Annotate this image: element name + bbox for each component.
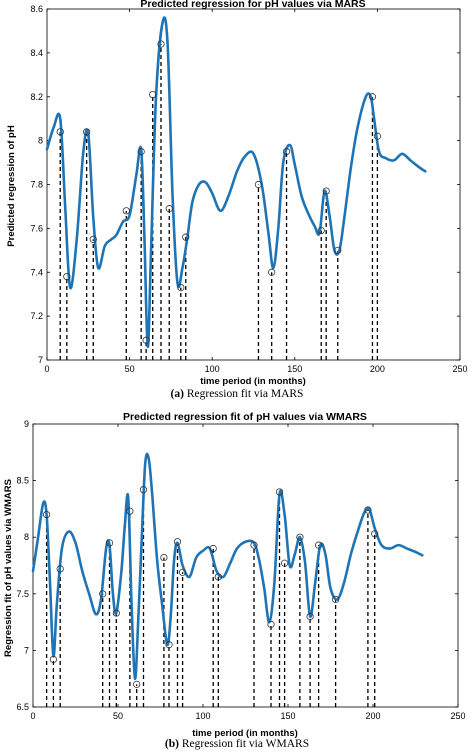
chart-panel-b: Predicted regression fit of pH values vi… <box>3 411 466 739</box>
caption-text: Regression fit via MARS <box>183 388 304 400</box>
x-tick-label: 150 <box>280 711 295 721</box>
knot-marker <box>157 40 165 48</box>
y-tick-label: 6.5 <box>16 702 29 712</box>
caption-b: (b) Regression fit via WMARS <box>0 738 474 750</box>
y-tick-label: 8.6 <box>30 4 43 14</box>
knot-marker <box>371 530 379 538</box>
y-tick-label: 8.5 <box>16 476 29 486</box>
chart-title: Predicted regression for pH values via M… <box>140 0 365 10</box>
x-tick-label: 100 <box>205 364 220 374</box>
x-tick-label: 100 <box>195 711 210 721</box>
knot-marker <box>133 680 141 688</box>
knot-marker <box>250 541 258 549</box>
y-tick-label: 7.6 <box>30 223 43 233</box>
y-tick-label: 8 <box>24 532 29 542</box>
knot-marker <box>173 538 182 546</box>
knot-marker <box>165 205 173 213</box>
knot-marker <box>112 609 120 617</box>
y-tick-label: 7.8 <box>30 180 43 190</box>
y-tick-label: 9 <box>24 419 29 429</box>
knot-marker <box>280 559 289 567</box>
knot-marker <box>42 510 51 519</box>
chart-panel-a: Predicted regression for pH values via M… <box>6 0 468 387</box>
x-axis-label: time period (in months) <box>192 728 298 739</box>
x-tick-label: 200 <box>370 364 385 374</box>
knot-marker <box>373 132 381 140</box>
knot-marker <box>368 93 377 101</box>
knot-marker <box>177 284 185 292</box>
x-axis-label: time period (in months) <box>200 376 306 387</box>
x-tick-label: 150 <box>287 364 302 374</box>
x-tick-label: 0 <box>44 364 49 374</box>
knot-marker <box>331 595 340 604</box>
x-tick-label: 0 <box>30 711 35 721</box>
axes-frame <box>46 8 461 361</box>
caption-tag: (b) <box>164 738 179 750</box>
knot-marker <box>105 539 114 547</box>
knot-marker <box>56 128 64 136</box>
chart-title: Predicted regression fit of pH values vi… <box>123 411 367 423</box>
knot-marker <box>142 336 150 344</box>
knot-marker <box>296 533 304 541</box>
knot-marker <box>322 187 330 195</box>
knot-marker <box>182 233 190 241</box>
y-tick-label: 7.2 <box>30 311 43 321</box>
knot-marker <box>317 226 325 235</box>
knot-marker <box>149 90 157 99</box>
knot-marker <box>275 488 284 496</box>
knot-marker <box>282 147 291 156</box>
axes-frame <box>32 423 459 708</box>
caption-text: Regression fit via WMARS <box>178 738 310 750</box>
x-tick-label: 250 <box>452 364 467 374</box>
knot-marker <box>89 235 97 243</box>
y-tick-label: 8.4 <box>30 48 43 58</box>
caption-tag: (a) <box>170 388 184 400</box>
knot-marker <box>56 565 64 573</box>
knot-marker <box>49 655 58 664</box>
y-tick-label: 7 <box>24 645 29 655</box>
knot-marker <box>214 573 222 581</box>
y-tick-label: 7.5 <box>16 589 29 599</box>
plot-area: 0 50 100 150 200 250 6.5 7 7.5 8 8.5 9 <box>16 419 465 721</box>
y-axis-label: Predicted regression of pH <box>6 125 17 247</box>
knot-marker <box>137 147 145 156</box>
knot-marker <box>314 541 323 549</box>
y-tick-label: 7 <box>38 355 43 365</box>
y-tick-label: 8.2 <box>30 92 43 102</box>
x-tick-label: 250 <box>450 711 465 721</box>
knot-marker <box>306 612 314 621</box>
knot-marker <box>99 590 107 598</box>
knot-marker <box>139 486 148 494</box>
knot-marker <box>179 568 187 576</box>
knot-marker <box>126 507 134 515</box>
x-tick-label: 50 <box>125 364 135 374</box>
knot-marker <box>165 641 173 649</box>
plot-area: 0 50 100 150 200 250 7 7.2 7.4 7.6 7.8 8 8.2 8.4 8.6 <box>30 4 467 374</box>
knot-marker <box>209 544 217 553</box>
knot-marker <box>268 268 276 276</box>
knot-marker <box>364 506 372 514</box>
y-tick-label: 7.4 <box>30 267 43 277</box>
knot-marker <box>83 128 91 136</box>
x-tick-label: 50 <box>113 711 123 721</box>
knot-marker <box>334 246 342 254</box>
y-axis-label: Regression fit of pH values via WMARS <box>3 479 14 657</box>
x-tick-label: 200 <box>365 711 380 721</box>
knot-marker <box>267 620 275 628</box>
regression-line <box>45 16 427 349</box>
y-tick-label: 8 <box>38 136 43 146</box>
knot-marker <box>160 553 168 562</box>
knot-marker <box>254 180 263 189</box>
regression-line <box>31 452 424 681</box>
knot-marker <box>63 273 71 281</box>
knot-marker <box>122 207 130 215</box>
caption-a: (a) Regression fit via MARS <box>0 388 474 400</box>
